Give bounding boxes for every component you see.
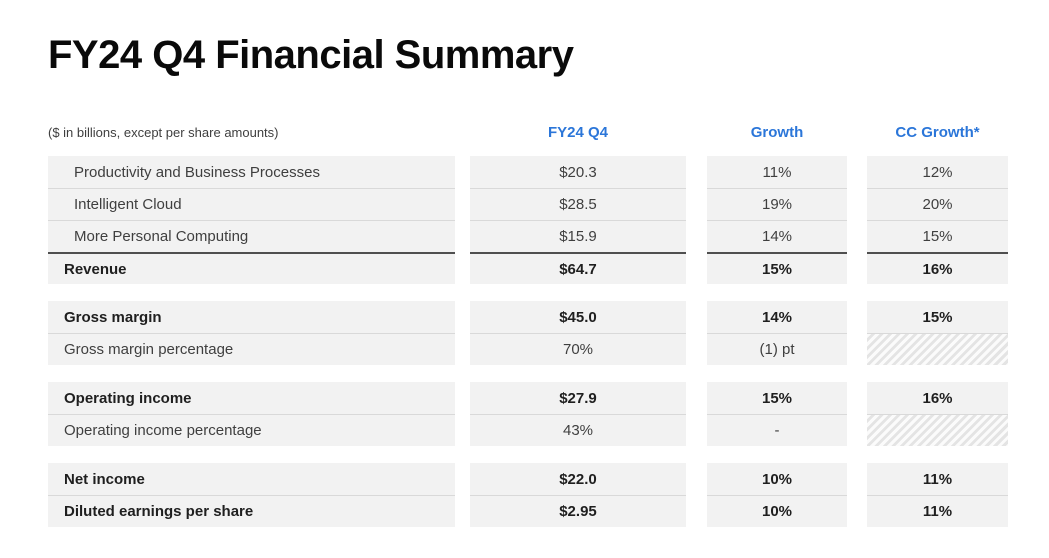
page-title: FY24 Q4 Financial Summary <box>48 33 574 77</box>
cc-growth-value: 12% <box>867 156 1008 188</box>
fy24-q4-value: $2.95 <box>470 495 686 527</box>
fy24-q4-value: $20.3 <box>470 156 686 188</box>
fy24-q4-value: $22.0 <box>470 463 686 495</box>
table-row: Operating income percentage 43% - <box>48 414 1049 446</box>
net-income-block: Net income $22.0 10% 11% Diluted earning… <box>0 463 1049 527</box>
table-row: Intelligent Cloud $28.5 19% 20% <box>48 188 1049 220</box>
row-label: Diluted earnings per share <box>48 495 455 527</box>
growth-value: 10% <box>707 495 847 527</box>
row-label: Revenue <box>48 252 455 284</box>
row-label: Gross margin <box>48 301 455 333</box>
cc-growth-value: 11% <box>867 495 1008 527</box>
fy24-q4-value: $45.0 <box>470 301 686 333</box>
cc-growth-value: 16% <box>867 252 1008 284</box>
hatched-cell <box>867 333 1008 365</box>
growth-value: - <box>707 414 847 446</box>
table-row: Productivity and Business Processes $20.… <box>48 156 1049 188</box>
column-header-fy24-q4: FY24 Q4 <box>547 123 609 141</box>
growth-value: 15% <box>707 382 847 414</box>
growth-value: 10% <box>707 463 847 495</box>
growth-value: 19% <box>707 188 847 220</box>
row-label: Net income <box>48 463 455 495</box>
row-label: Gross margin percentage <box>48 333 455 365</box>
segment-revenue-block: Productivity and Business Processes $20.… <box>0 156 1049 284</box>
table-row: More Personal Computing $15.9 14% 15% <box>48 220 1049 252</box>
table-row: Diluted earnings per share $2.95 10% 11% <box>48 495 1049 527</box>
table-row: Operating income $27.9 15% 16% <box>48 382 1049 414</box>
growth-value: (1) pt <box>707 333 847 365</box>
gross-margin-block: Gross margin $45.0 14% 15% Gross margin … <box>0 301 1049 365</box>
row-label: Operating income percentage <box>48 414 455 446</box>
row-label: Intelligent Cloud <box>48 188 455 220</box>
fy24-q4-value: $64.7 <box>470 252 686 284</box>
growth-value: 14% <box>707 220 847 252</box>
cc-growth-value: 16% <box>867 382 1008 414</box>
fy24-q4-value: $27.9 <box>470 382 686 414</box>
column-header-growth: Growth <box>750 123 804 141</box>
cc-growth-value: 15% <box>867 220 1008 252</box>
cc-growth-value: 11% <box>867 463 1008 495</box>
growth-value: 11% <box>707 156 847 188</box>
table-row: Net income $22.0 10% 11% <box>48 463 1049 495</box>
row-label: More Personal Computing <box>48 220 455 252</box>
units-note: ($ in billions, except per share amounts… <box>48 124 279 140</box>
table-header: ($ in billions, except per share amounts… <box>48 120 1049 144</box>
table-row: Gross margin $45.0 14% 15% <box>48 301 1049 333</box>
cc-growth-value: 20% <box>867 188 1008 220</box>
row-label: Productivity and Business Processes <box>48 156 455 188</box>
table-row: Gross margin percentage 70% (1) pt <box>48 333 1049 365</box>
fy24-q4-value: 70% <box>470 333 686 365</box>
column-header-cc-growth: CC Growth* <box>895 123 980 141</box>
fy24-q4-value: 43% <box>470 414 686 446</box>
operating-income-block: Operating income $27.9 15% 16% Operating… <box>0 382 1049 446</box>
row-label: Operating income <box>48 382 455 414</box>
fy24-q4-value: $15.9 <box>470 220 686 252</box>
growth-value: 15% <box>707 252 847 284</box>
hatched-cell <box>867 414 1008 446</box>
growth-value: 14% <box>707 301 847 333</box>
table-row-total: Revenue $64.7 15% 16% <box>48 252 1049 284</box>
cc-growth-value: 15% <box>867 301 1008 333</box>
fy24-q4-value: $28.5 <box>470 188 686 220</box>
